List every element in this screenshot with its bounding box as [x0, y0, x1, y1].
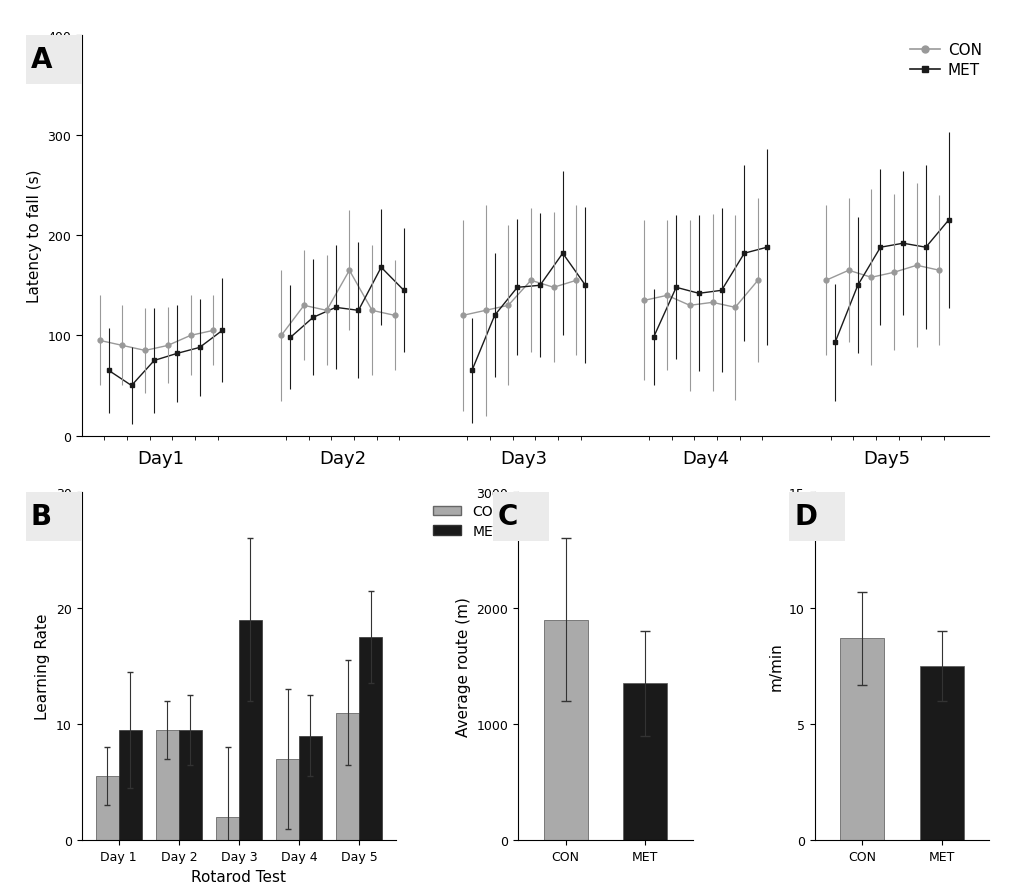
- Bar: [118, 730, 142, 840]
- Text: D: D: [794, 502, 816, 531]
- Bar: [919, 666, 963, 840]
- Bar: [238, 620, 262, 840]
- Bar: [336, 713, 359, 840]
- Y-axis label: Average route (m): Average route (m): [455, 596, 471, 736]
- Bar: [359, 637, 381, 840]
- Bar: [276, 759, 299, 840]
- Bar: [178, 730, 202, 840]
- Bar: [543, 620, 587, 840]
- Y-axis label: m/min: m/min: [767, 642, 783, 691]
- Bar: [216, 817, 238, 840]
- Bar: [840, 638, 883, 840]
- Text: B: B: [31, 502, 52, 531]
- Y-axis label: Learning Rate: Learning Rate: [36, 613, 50, 720]
- Bar: [156, 730, 178, 840]
- Text: A: A: [31, 46, 52, 74]
- Text: C: C: [497, 502, 518, 531]
- X-axis label: Rotarod Test: Rotarod Test: [192, 869, 286, 883]
- Bar: [623, 684, 666, 840]
- Bar: [299, 736, 322, 840]
- Legend: CON, MET: CON, MET: [909, 44, 981, 78]
- Y-axis label: Latency to fall (s): Latency to fall (s): [26, 169, 42, 302]
- Legend: CON, MET: CON, MET: [427, 499, 508, 544]
- Bar: [96, 777, 118, 840]
